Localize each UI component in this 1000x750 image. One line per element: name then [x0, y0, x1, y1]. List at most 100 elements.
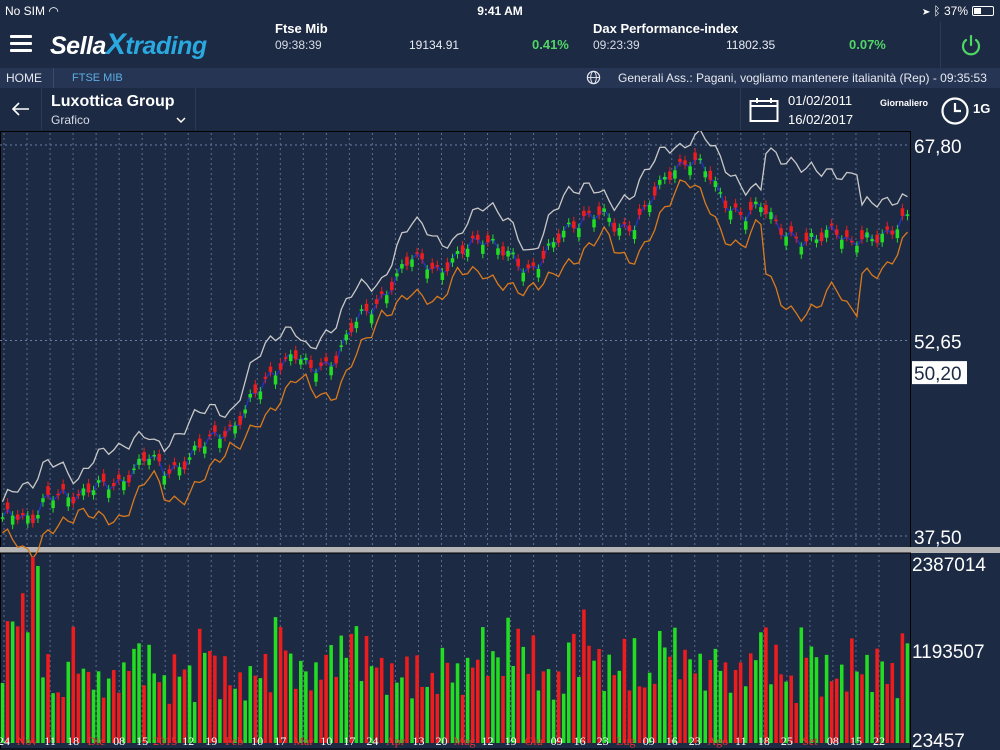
ticker-change: 0.07%: [849, 37, 886, 52]
volume-bar: [486, 675, 490, 743]
candle-body: [218, 438, 222, 448]
volume-bar: [647, 672, 652, 743]
volume-bar: [167, 703, 172, 743]
price-axis-label: 67,80: [914, 137, 962, 158]
volume-bar: [733, 669, 738, 743]
view-selector[interactable]: Grafico: [51, 113, 191, 129]
x-axis-label: 16: [666, 734, 678, 748]
volume-bar: [369, 666, 374, 743]
volume-bar: [20, 593, 25, 743]
volume-bar: [283, 650, 288, 743]
volume-bar: [824, 654, 829, 743]
interval-label: 1G: [973, 101, 991, 116]
candle-body: [455, 250, 460, 255]
period-button[interactable]: Giornaliero 1G: [870, 88, 1000, 130]
candle-body: [668, 171, 672, 180]
candle-body: [177, 467, 182, 476]
candle-body: [794, 236, 799, 239]
candle-body: [61, 483, 65, 490]
ticker-time: 09:23:39: [593, 38, 640, 52]
volume-bar: [516, 628, 520, 743]
candle-body: [0, 517, 5, 519]
candle-body: [81, 488, 86, 496]
clock-icon: [941, 97, 969, 125]
news-ticker[interactable]: Generali Ass.: Pagani, vogliamo mantener…: [618, 71, 987, 85]
candle-body: [324, 357, 328, 362]
candle-body: [36, 515, 40, 519]
ticker-ftse-mib[interactable]: Ftse Mib 09:38:39 19134.91 0.41%: [275, 21, 575, 68]
date-to: 16/02/2017: [788, 112, 854, 127]
panel-splitter: [0, 547, 1000, 553]
candle-body: [718, 192, 723, 194]
volume-bar: [152, 673, 156, 743]
candle-body: [71, 496, 76, 504]
volume-bar: [855, 671, 859, 743]
volume-bar: [197, 628, 202, 743]
candle-body: [344, 334, 349, 341]
candle-body: [809, 233, 814, 237]
volume-bar: [673, 627, 677, 743]
candle-body: [875, 234, 879, 243]
volume-bar: [324, 654, 328, 743]
candle-body: [314, 373, 318, 382]
candle-body: [814, 239, 819, 243]
candle-body: [76, 494, 81, 496]
volume-bar: [885, 683, 890, 743]
x-axis-label: Dic: [87, 734, 104, 748]
candle-body: [228, 424, 232, 427]
bollinger-upper-line: [1, 131, 908, 503]
volume-bar: [410, 698, 414, 743]
candle-body: [566, 222, 571, 225]
candle-body: [627, 225, 632, 232]
candle-body: [602, 208, 606, 212]
candle-body: [890, 230, 895, 235]
volume-axis-label: 23457: [912, 731, 965, 750]
candle-body: [481, 244, 485, 254]
x-axis-label: 17: [343, 734, 355, 748]
volume-bar: [430, 672, 435, 743]
candle-body: [51, 500, 55, 509]
x-axis-label: 25: [781, 734, 793, 748]
candle-body: [263, 376, 268, 379]
candle-body: [839, 239, 844, 249]
candle-body: [748, 201, 753, 210]
volume-bar: [445, 662, 450, 743]
volume-bar: [754, 660, 758, 743]
volume-bar: [743, 686, 748, 743]
volume-bar: [162, 675, 167, 743]
volume-bar: [764, 627, 768, 743]
volume-bar: [384, 694, 389, 743]
volume-bar: [86, 671, 91, 743]
ticker-dax[interactable]: Dax Performance-index 09:23:39 11802.35 …: [593, 21, 893, 68]
breadcrumb-home[interactable]: HOME: [6, 71, 42, 85]
hamburger-menu-icon[interactable]: [10, 35, 32, 53]
candle-body: [526, 264, 531, 269]
volume-bar: [344, 657, 349, 743]
volume-bar: [470, 667, 475, 743]
volume-bar: [738, 662, 743, 743]
volume-bar: [253, 675, 258, 743]
power-button[interactable]: [940, 22, 1000, 68]
x-axis-label: 11: [735, 734, 747, 748]
candle-body: [253, 384, 258, 394]
volume-bar: [263, 653, 268, 743]
price-chart-area[interactable]: 67,80 52,65 37,50 50,20 2387014 1193507 23457 2…: [0, 131, 1000, 750]
candle-body: [243, 409, 247, 414]
back-button[interactable]: [0, 88, 42, 130]
candle-body: [410, 259, 414, 267]
volume-bar: [556, 671, 561, 743]
candle-body: [829, 223, 834, 226]
volume-bar: [400, 677, 404, 743]
x-axis-label: 11: [44, 734, 56, 748]
volume-bar: [440, 647, 445, 743]
volume-bar: [905, 643, 910, 743]
x-axis-label: 09: [643, 734, 655, 748]
volume-bar: [218, 699, 222, 743]
candle-body: [819, 232, 824, 242]
volume-bar: [536, 690, 541, 743]
candle-body: [132, 468, 136, 471]
breadcrumb-ftse-mib[interactable]: FTSE MIB: [72, 72, 123, 84]
candlestick-chart[interactable]: 67,80 52,65 37,50 50,20 2387014 1193507 23457 2…: [0, 131, 1000, 750]
date-range-button[interactable]: 01/02/2011 16/02/2017: [740, 88, 870, 130]
volume-bar: [288, 653, 293, 743]
